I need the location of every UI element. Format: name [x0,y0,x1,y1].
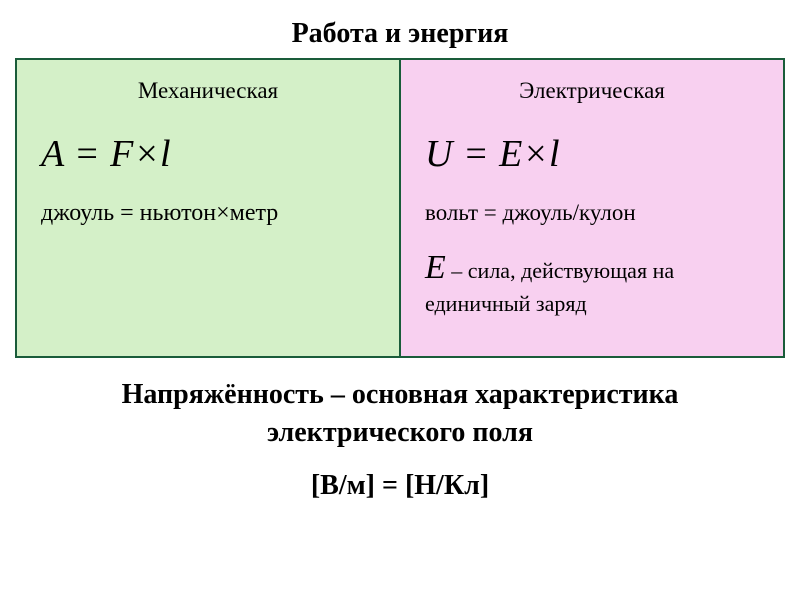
summary-units: [В/м] = [Н/Кл] [311,470,489,502]
slide-title: Работа и энергия [292,18,509,50]
panel-mechanical-formula: A = F×l [41,132,375,176]
summary-text: Напряжённость – основная характеристика … [122,376,679,452]
desc-text: – сила, действующая на единичный заряд [425,258,674,316]
panel-electrical-units: вольт = джоуль/кулон [425,200,759,226]
comparison-grid: Механическая A = F×l джоуль = ньютон×мет… [15,58,785,358]
panel-electrical: Электрическая U = E×l вольт = джоуль/кул… [401,60,783,356]
panel-electrical-formula: U = E×l [425,132,759,176]
panel-mechanical-units: джоуль = ньютон×метр [41,200,375,227]
summary-line1: Напряжённость – основная характеристика [122,379,679,410]
panel-electrical-desc: E – сила, действующая на единичный заряд [425,246,759,319]
symbol-E: E [425,249,446,286]
panel-mechanical: Механическая A = F×l джоуль = ньютон×мет… [17,60,401,356]
panel-electrical-heading: Электрическая [425,78,759,104]
summary-line2: электрического поля [267,417,533,448]
slide: Работа и энергия Механическая A = F×l дж… [0,0,800,600]
panel-mechanical-heading: Механическая [41,78,375,104]
